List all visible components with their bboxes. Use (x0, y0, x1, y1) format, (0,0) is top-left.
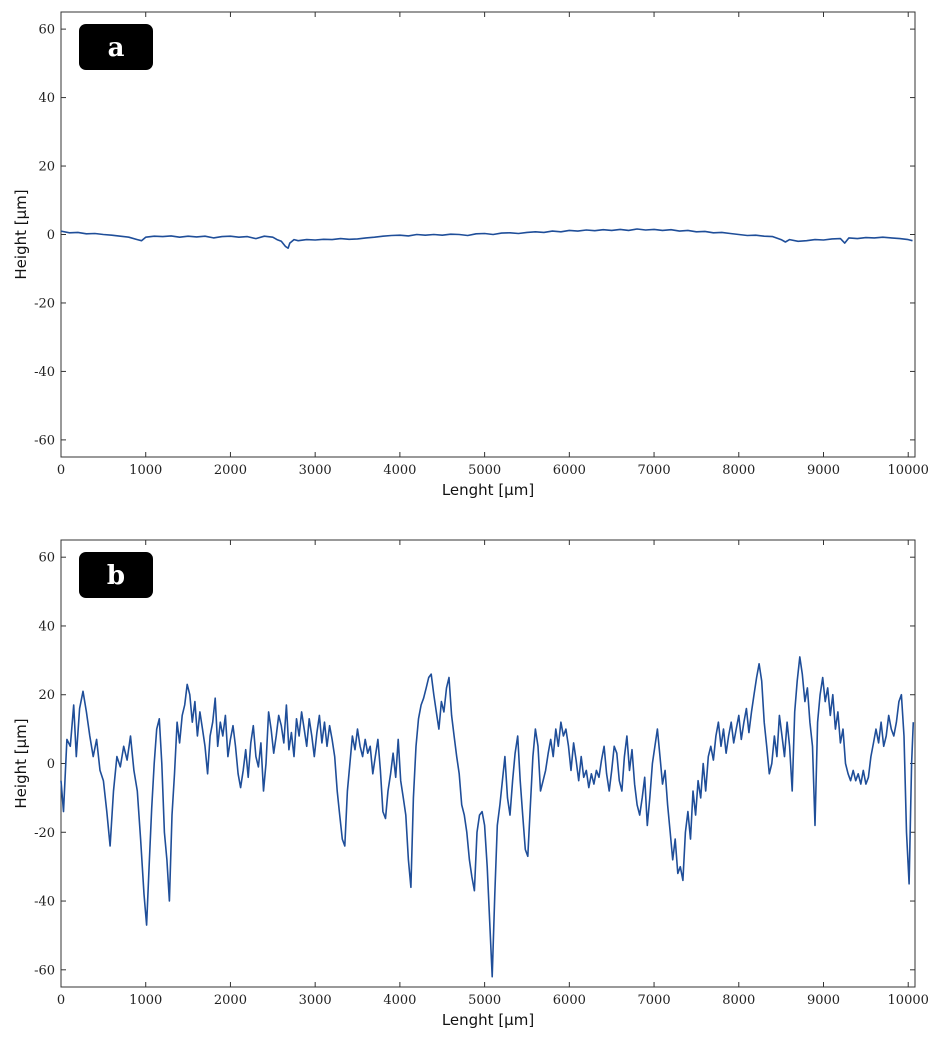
x-tick-label: 0 (57, 463, 65, 478)
series-line-a (60, 228, 913, 249)
y-tick-label: 20 (38, 160, 55, 175)
x-tick-label: 7000 (638, 463, 671, 478)
x-tick-label: 3000 (299, 993, 332, 1008)
y-tick-label: 40 (38, 91, 55, 106)
x-tick-label: 8000 (722, 993, 755, 1008)
x-tick-label: 7000 (638, 993, 671, 1008)
y-tick-label: 60 (38, 551, 55, 566)
x-tick-label: 3000 (299, 463, 332, 478)
y-tick-label: -20 (34, 826, 55, 841)
chart-panel-a: 0 1000 2000 3000 4000 5000 6000 7000 8000 9000 100… (12, 11, 929, 499)
x-axis-label: Lenght [μm] (442, 1011, 534, 1029)
panel-label: a (108, 33, 125, 63)
y-axis-label: Height [μm] (12, 718, 30, 808)
y-tick-label: 20 (38, 688, 55, 703)
y-tick-label: -20 (34, 296, 55, 311)
panel-label-badge (79, 552, 153, 598)
x-tick-label: 4000 (383, 463, 416, 478)
x-tick-label: 10000 (888, 463, 929, 478)
panel-label-badge (79, 24, 153, 70)
x-tick-label: 10000 (888, 993, 929, 1008)
plot-frame (60, 539, 916, 988)
y-tick-label: 60 (38, 23, 55, 38)
x-tick-label: 9000 (807, 463, 840, 478)
x-tick-label: 2000 (214, 993, 247, 1008)
y-tick-label: 40 (38, 619, 55, 634)
x-tick-label: 5000 (468, 463, 501, 478)
x-axis-label: Lenght [μm] (442, 481, 534, 499)
x-tick-label: 0 (57, 993, 65, 1008)
x-tick-label: 1000 (129, 993, 162, 1008)
series-line-b (60, 656, 915, 978)
y-tick-label: -40 (34, 895, 55, 910)
chart-panel-b: 0 1000 2000 3000 4000 5000 6000 7000 8000 9000 100… (12, 539, 929, 1029)
y-tick-label: -40 (34, 365, 55, 380)
x-tick-label: 5000 (468, 993, 501, 1008)
y-tick-label: -60 (34, 963, 55, 978)
x-tick-label: 6000 (553, 463, 586, 478)
x-tick-label: 1000 (129, 463, 162, 478)
x-tick-label: 4000 (383, 993, 416, 1008)
y-tick-label: -60 (34, 433, 55, 448)
x-tick-label: 2000 (214, 463, 247, 478)
y-axis-label: Height [μm] (12, 189, 30, 279)
y-tick-label: 0 (47, 757, 55, 772)
x-tick-label: 9000 (807, 993, 840, 1008)
panel-label: b (107, 561, 125, 591)
x-tick-label: 8000 (722, 463, 755, 478)
y-tick-label: 0 (47, 228, 55, 243)
x-tick-label: 6000 (553, 993, 586, 1008)
